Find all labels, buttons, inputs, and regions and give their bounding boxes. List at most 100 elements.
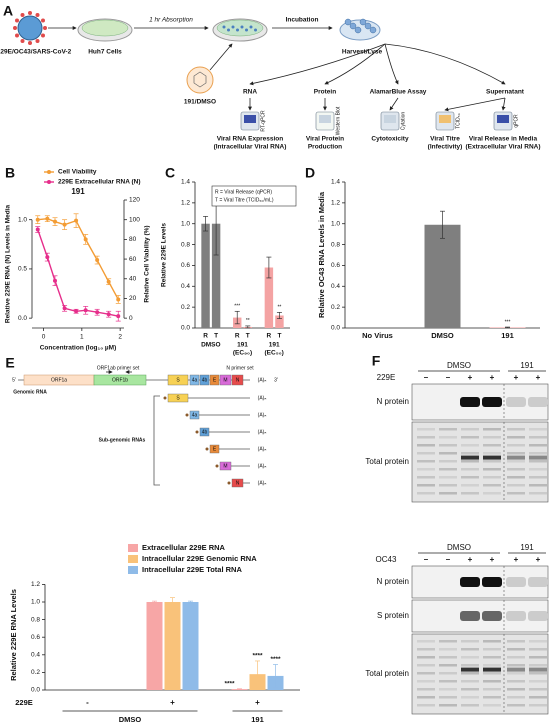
panel-label: B bbox=[5, 165, 15, 181]
y-tick-label: 0.0 bbox=[18, 315, 27, 322]
band bbox=[417, 484, 435, 487]
virus-spike bbox=[15, 18, 20, 23]
virus-spike bbox=[40, 33, 45, 38]
band bbox=[417, 444, 435, 447]
y-tick-label: 20 bbox=[129, 295, 137, 302]
label: 229E/OC43/SARS-CoV-2 bbox=[0, 49, 72, 56]
point bbox=[45, 216, 50, 221]
band bbox=[483, 696, 501, 699]
band bbox=[507, 452, 525, 455]
harvest-cell bbox=[349, 22, 357, 30]
band bbox=[482, 611, 502, 621]
y-tick-label: 0.2 bbox=[331, 304, 340, 311]
y-tick-label: 0.4 bbox=[31, 652, 40, 659]
group-label: 191 bbox=[520, 361, 534, 370]
band bbox=[529, 640, 547, 643]
arrow bbox=[384, 43, 399, 85]
y-tick-label: 100 bbox=[129, 216, 140, 223]
instrument-screen bbox=[497, 115, 509, 123]
gene bbox=[231, 478, 244, 488]
label: 1 hr Absorption bbox=[149, 17, 193, 24]
band bbox=[529, 468, 547, 471]
lane-sign: – bbox=[424, 373, 429, 382]
band bbox=[507, 688, 525, 691]
band bbox=[461, 484, 479, 487]
lane-sign: + bbox=[490, 555, 495, 564]
y-tick-label: 1.4 bbox=[181, 179, 190, 186]
result-label: Viral Protein bbox=[306, 136, 344, 143]
y-tick-label: 0.2 bbox=[31, 669, 40, 676]
harvest-cell bbox=[359, 18, 367, 26]
gene-label: S bbox=[176, 395, 180, 401]
arrow bbox=[384, 43, 506, 85]
gene bbox=[167, 374, 189, 386]
virus-spike bbox=[28, 41, 32, 45]
label: N primer set bbox=[226, 365, 254, 371]
band bbox=[507, 696, 525, 699]
band bbox=[507, 704, 525, 707]
band bbox=[461, 696, 479, 699]
band bbox=[529, 476, 547, 479]
significance: ** bbox=[246, 318, 250, 324]
band bbox=[460, 577, 480, 587]
chart-title: 191 bbox=[71, 187, 85, 196]
band bbox=[439, 428, 457, 431]
band bbox=[417, 656, 435, 659]
gene bbox=[167, 393, 189, 403]
band bbox=[529, 696, 547, 699]
legend-label: 229E Extracellular RNA (N) bbox=[58, 179, 141, 186]
row-label: N protein bbox=[377, 577, 409, 586]
panel-label: E bbox=[5, 355, 14, 371]
y-tick-label: 0.8 bbox=[31, 616, 40, 623]
band bbox=[483, 492, 501, 495]
arrow bbox=[444, 97, 506, 112]
x-tick-label: R bbox=[203, 333, 208, 340]
band bbox=[439, 648, 457, 651]
y-tick-label: 0.8 bbox=[181, 241, 190, 248]
band bbox=[529, 672, 547, 675]
y-tick-label: 0.4 bbox=[181, 283, 190, 290]
band bbox=[439, 656, 457, 659]
x-tick-label: R bbox=[235, 333, 240, 340]
lane-sign: – bbox=[446, 373, 451, 382]
band bbox=[417, 468, 435, 471]
label: ORF1a bbox=[51, 377, 67, 383]
arrow bbox=[324, 43, 386, 85]
blot bbox=[411, 421, 549, 503]
band bbox=[529, 680, 547, 683]
band bbox=[529, 656, 547, 659]
panel-label: D bbox=[305, 165, 315, 181]
gene bbox=[189, 374, 200, 386]
band bbox=[461, 667, 479, 672]
gene-label: E bbox=[213, 377, 217, 383]
gene bbox=[189, 410, 200, 420]
significance: **** bbox=[224, 680, 235, 687]
band bbox=[483, 428, 501, 431]
poly-a: (A)ₙ bbox=[258, 446, 267, 452]
treatment-label: OC43 bbox=[376, 555, 397, 564]
virus-dot bbox=[236, 28, 239, 32]
band bbox=[461, 476, 479, 479]
band bbox=[461, 688, 479, 691]
arrow bbox=[209, 43, 233, 71]
band bbox=[529, 436, 547, 439]
band bbox=[461, 460, 479, 463]
y-tick-label: 1.2 bbox=[181, 200, 190, 207]
harvest-cell bbox=[364, 22, 372, 30]
gene bbox=[199, 374, 210, 386]
band bbox=[483, 436, 501, 439]
y-tick-label: 1.0 bbox=[331, 220, 340, 227]
bar bbox=[424, 224, 461, 328]
y-tick-label: 1.0 bbox=[18, 216, 27, 223]
virus-spike bbox=[43, 26, 47, 30]
leader bbox=[163, 396, 167, 400]
label: ORF1b bbox=[112, 377, 128, 383]
lane-sign: + bbox=[490, 373, 495, 382]
lane-sign: + bbox=[536, 373, 541, 382]
label: Sub-genomic RNAs bbox=[99, 437, 146, 443]
band bbox=[417, 492, 435, 495]
virus-dot bbox=[254, 28, 257, 32]
band bbox=[529, 648, 547, 651]
band bbox=[482, 577, 502, 587]
point bbox=[83, 237, 88, 242]
